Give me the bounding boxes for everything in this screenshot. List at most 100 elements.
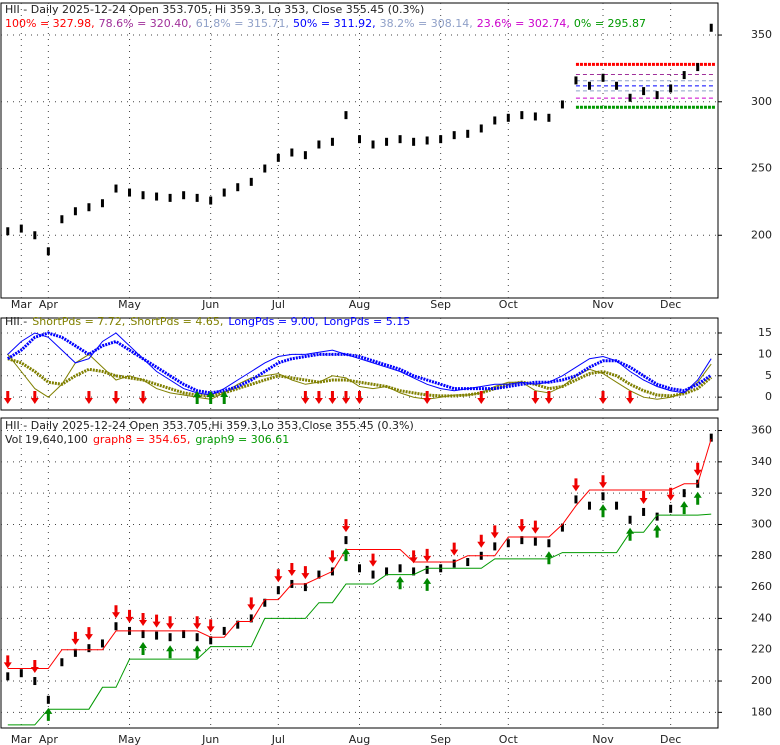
sell-arrow (355, 391, 364, 404)
price-bar (303, 583, 307, 592)
x-tick-label: Nov (592, 733, 614, 745)
price-bar (479, 124, 483, 133)
title: HII - (5, 315, 27, 328)
price-bar (195, 633, 199, 642)
price-bar (682, 489, 686, 498)
x-tick-label: Nov (592, 298, 614, 311)
sell-arrow (477, 534, 486, 548)
x-tick-label: Oct (499, 733, 519, 745)
fib-label: 50% = 311.92, (293, 17, 376, 30)
buy-arrow (166, 645, 175, 659)
price-bar (628, 515, 632, 524)
price-bar (682, 71, 686, 80)
price-bar (385, 567, 389, 576)
y-tick-label: 300 (751, 517, 772, 530)
price-bar (249, 177, 253, 186)
price-bar (195, 193, 199, 202)
sell-arrow (531, 391, 540, 404)
price-bar (100, 639, 104, 648)
series-line (7, 513, 712, 726)
sell-arrow (571, 478, 580, 492)
sell-arrow (84, 627, 93, 641)
price-bar (425, 565, 429, 574)
sell-arrow (666, 487, 675, 501)
sell-arrow (477, 391, 486, 404)
x-tick-label: Apr (39, 733, 59, 745)
sell-arrow (423, 548, 432, 562)
buy-arrow (193, 391, 202, 404)
sell-arrow (450, 542, 459, 556)
y-tick-label: 360 (751, 424, 772, 437)
series-line (6, 331, 713, 395)
sell-arrow (193, 616, 202, 630)
price-bar (263, 164, 267, 173)
y-tick-label: 300 (751, 95, 772, 108)
x-tick-label: Jun (201, 733, 219, 745)
price-bar (385, 137, 389, 146)
price-bar (398, 564, 402, 573)
sell-arrow (166, 616, 175, 630)
price-bar (236, 183, 240, 192)
sell-arrow (125, 609, 134, 623)
price-bar (506, 113, 510, 122)
price-bar (655, 91, 659, 100)
price-bar (317, 140, 321, 149)
price-bar (182, 191, 186, 200)
buy-arrow (693, 491, 702, 505)
price-bar (493, 542, 497, 551)
panel-title: HII - ShortPds = 7.72, ShortPds = 4.65, Lon… (5, 315, 410, 328)
price-bar (452, 131, 456, 140)
price-bar (114, 622, 118, 631)
price-bar (601, 492, 605, 501)
price-bar (344, 536, 348, 545)
price-bar (615, 501, 619, 510)
price-bar (696, 63, 700, 72)
price-bar (358, 564, 361, 573)
price-bar (547, 539, 551, 548)
price-bar (236, 620, 240, 629)
y-tick-label: 350 (751, 28, 772, 41)
sell-arrow (490, 525, 499, 539)
sell-arrow (626, 391, 635, 404)
buy-arrow (341, 548, 350, 562)
buy-arrow (396, 576, 405, 590)
sell-arrow (328, 550, 337, 564)
x-tick-label: Dec (660, 298, 681, 311)
buy-arrow (544, 551, 553, 565)
price-bar (330, 137, 334, 146)
price-bar (587, 81, 591, 90)
sell-arrow (3, 391, 12, 404)
price-bar (249, 614, 253, 623)
price-bar (358, 135, 361, 144)
price-bar (168, 633, 172, 642)
sell-arrow (139, 391, 148, 404)
sell-arrow (111, 605, 120, 619)
sell-arrow (328, 391, 337, 404)
price-bar (276, 586, 280, 595)
price-bar (155, 192, 159, 201)
buy-arrow (206, 391, 215, 404)
title: HII - Daily 2025-12-24 Open 353.705,Hi 3… (5, 419, 414, 432)
price-bar (493, 116, 497, 125)
sell-arrow (599, 475, 608, 489)
price-bar (276, 153, 280, 162)
x-tick-label: Dec (660, 733, 681, 745)
sell-arrow (111, 391, 120, 404)
price-bar (46, 695, 50, 704)
sell-arrow (341, 391, 350, 404)
legend-entry: ShortPds = 7.72, (32, 315, 125, 328)
price-bar (87, 203, 91, 212)
price-bar (615, 81, 619, 90)
price-bar (344, 111, 348, 120)
fib-label: 38.2% = 308.14, (380, 17, 473, 30)
sell-arrow (301, 566, 310, 580)
price-bar (669, 84, 673, 93)
sell-arrow (517, 519, 526, 533)
sell-arrow (531, 520, 540, 534)
fib-label: 61.8% = 315.71, (196, 17, 289, 30)
price-bar (371, 570, 375, 579)
x-tick-label: Jul (271, 298, 285, 311)
price-bar (628, 93, 632, 102)
